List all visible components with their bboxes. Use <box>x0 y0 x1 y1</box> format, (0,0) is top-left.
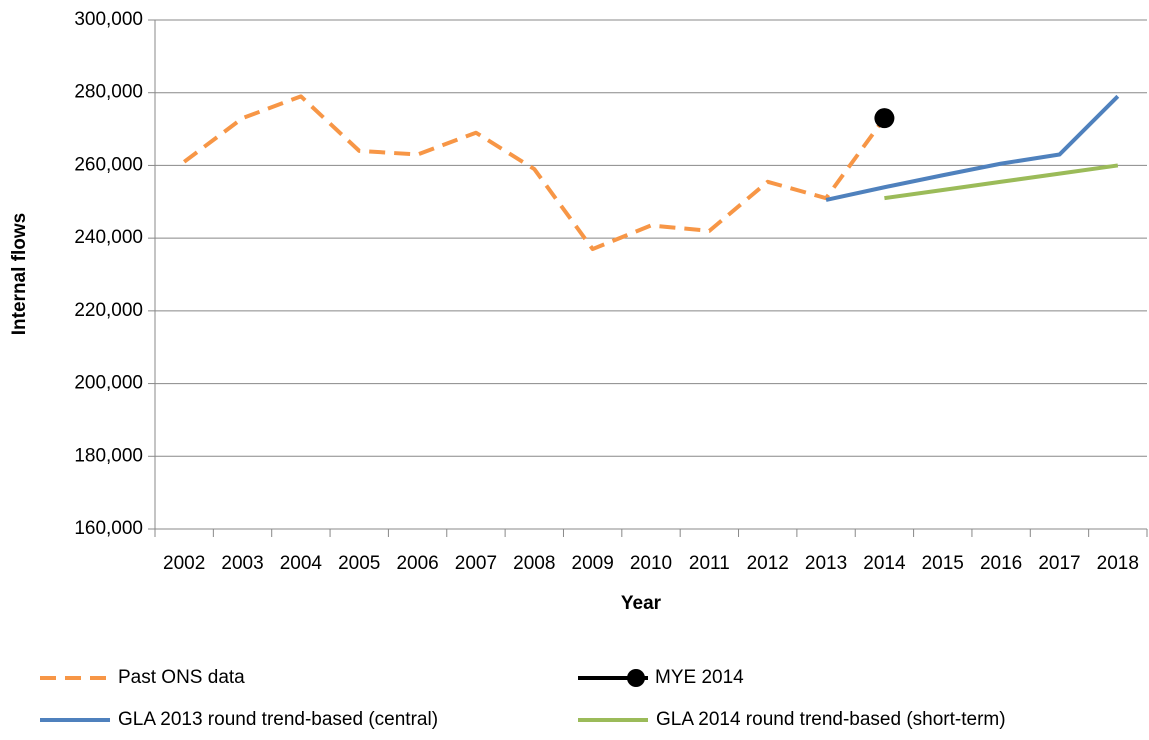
y-tick-label: 280,000 <box>74 82 143 103</box>
y-tick-label: 240,000 <box>74 227 143 248</box>
y-tick-label: 220,000 <box>74 300 143 321</box>
x-tick-label: 2005 <box>338 553 380 574</box>
legend-label: GLA 2013 round trend-based (central) <box>118 709 438 730</box>
x-tick-label: 2010 <box>630 553 672 574</box>
y-axis-title: Internal flows <box>9 213 30 335</box>
x-tick-label: 2014 <box>863 553 906 574</box>
x-tick-label: 2007 <box>455 553 497 574</box>
series-marker <box>874 108 895 129</box>
x-tick-label: 2013 <box>805 553 847 574</box>
x-tick-label: 2011 <box>689 553 730 574</box>
legend-label: GLA 2014 round trend-based (short-term) <box>656 709 1006 730</box>
x-tick-label: 2015 <box>922 553 964 574</box>
x-tick-label: 2009 <box>572 553 614 574</box>
y-tick-label: 200,000 <box>74 373 143 394</box>
y-tick-label: 260,000 <box>74 154 143 175</box>
x-tick-label: 2017 <box>1038 553 1080 574</box>
x-tick-label: 2006 <box>396 553 438 574</box>
legend-marker <box>627 669 645 687</box>
x-axis-title: Year <box>621 593 662 614</box>
x-tick-label: 2003 <box>221 553 263 574</box>
x-tick-label: 2008 <box>513 553 555 574</box>
legend-label: MYE 2014 <box>655 667 744 688</box>
series-line <box>825 94 1120 202</box>
y-tick-label: 160,000 <box>74 518 143 539</box>
x-tick-label: 2016 <box>980 553 1022 574</box>
y-tick-label: 300,000 <box>74 9 143 30</box>
x-tick-label: 2004 <box>280 553 323 574</box>
series-line <box>182 94 887 252</box>
series-line <box>884 163 1119 201</box>
x-tick-label: 2012 <box>747 553 789 574</box>
legend-label: Past ONS data <box>118 667 245 688</box>
x-tick-label: 2018 <box>1097 553 1139 574</box>
x-tick-label: 2002 <box>163 553 205 574</box>
y-tick-label: 180,000 <box>74 445 143 466</box>
